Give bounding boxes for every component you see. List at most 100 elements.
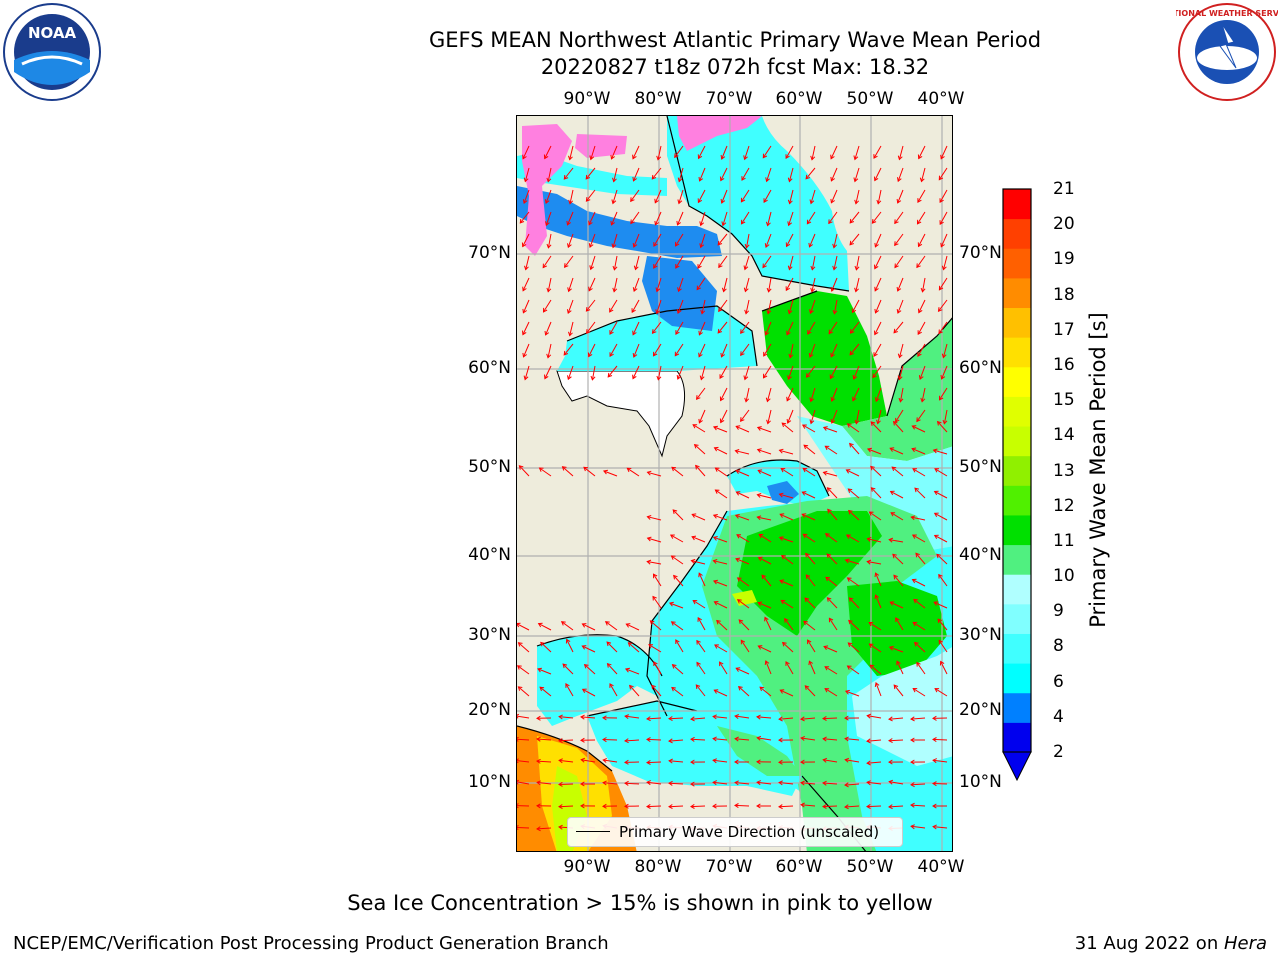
wave-arrow (607, 365, 618, 378)
wave-arrow (519, 465, 530, 477)
wave-arrow (653, 661, 662, 675)
wave-arrow (668, 717, 684, 720)
wave-arrow-head (933, 601, 939, 606)
wave-arrow (805, 553, 816, 565)
wave-arrow (672, 509, 684, 521)
wave-arrow-head (763, 198, 768, 204)
wave-arrow-head (896, 309, 902, 314)
wave-arrow-head (778, 737, 783, 743)
wave-arrow-head (756, 493, 762, 498)
wave-arrow-head (894, 241, 899, 247)
wave-arrow-head (827, 508, 832, 514)
wave-arrow (845, 738, 860, 741)
wave-arrow (537, 781, 552, 785)
wave-arrow-head (896, 286, 902, 292)
wave-arrow-head (917, 198, 922, 203)
wave-arrow-head (936, 553, 941, 559)
wave-arrow (912, 534, 926, 543)
wave-arrow (720, 167, 728, 181)
colorbar-band (1003, 544, 1031, 575)
wave-arrow (522, 299, 530, 314)
lat-label-right: 70°N (959, 243, 1002, 263)
wave-arrow-head (521, 242, 527, 248)
wave-arrow-head (786, 330, 791, 336)
wave-arrow-head (808, 242, 814, 248)
wave-arrow (651, 685, 662, 697)
wave-arrow-head (913, 598, 918, 604)
wave-arrow-head (543, 154, 549, 160)
wave-arrow (539, 467, 552, 477)
wave-arrow (540, 642, 552, 653)
gulf-of-mexico-water (537, 634, 677, 726)
wave-arrow (917, 321, 926, 335)
wave-arrow (657, 145, 662, 160)
wave-arrow (849, 343, 860, 356)
wave-arrow-head (649, 620, 655, 625)
wave-arrow (934, 534, 948, 543)
colorbar-tick-label: 10 (1053, 566, 1075, 587)
wave-arrow (547, 277, 552, 292)
wave-arrow (830, 167, 838, 182)
wave-arrow-head (691, 535, 697, 541)
colorbar-outline (1002, 188, 1032, 753)
wave-arrow (898, 145, 904, 160)
wave-arrow (943, 255, 948, 270)
wave-arrow (694, 444, 706, 455)
wave-arrow-head (932, 448, 938, 454)
wave-arrow (891, 466, 904, 477)
wave-arrow-head (568, 199, 574, 205)
wave-arrow (567, 365, 574, 380)
wave-arrow-head (781, 641, 787, 647)
wave-arrow-head (939, 660, 945, 666)
wave-arrow-head (824, 666, 830, 671)
wave-arrow-head (756, 515, 762, 521)
wave-arrow (723, 277, 728, 292)
wave-arrow (898, 365, 904, 380)
legend-line-sample (576, 831, 610, 832)
wave-arrow-head (567, 243, 572, 249)
wave-arrow (897, 299, 904, 314)
wave-arrow (942, 343, 948, 358)
wave-arrow (781, 555, 794, 565)
wave-arrow-head (602, 780, 607, 786)
wave-arrow-head (787, 265, 793, 271)
colorbar-band (1003, 514, 1031, 546)
wave-arrow (786, 387, 794, 401)
wave-arrow (740, 321, 750, 334)
wave-arrow-head (866, 537, 872, 542)
wave-arrow-head (651, 329, 657, 334)
wave-arrow-head (918, 308, 923, 314)
wave-arrow-head (918, 375, 924, 381)
wave-arrow (889, 539, 904, 543)
wave-arrow (822, 782, 838, 785)
wave-arrow (828, 321, 838, 334)
wave-arrow-head (536, 780, 541, 786)
wave-arrow (656, 277, 662, 292)
wave-arrow-head (517, 758, 519, 764)
wave-arrow-head (932, 781, 937, 787)
wave-arrow-head (652, 351, 658, 357)
lat-label-right: 60°N (959, 358, 1002, 378)
wave-arrow-head (785, 661, 790, 666)
wave-arrow-head (826, 597, 832, 602)
machine-name: Hera (1223, 933, 1267, 954)
wave-arrow (633, 277, 640, 292)
wave-arrow (779, 493, 794, 499)
wave-arrow-head (546, 353, 552, 359)
wave-arrow-head (692, 599, 698, 605)
wave-arrow-head (804, 597, 810, 603)
wave-arrow (695, 465, 706, 477)
wave-arrow-head (844, 558, 850, 564)
wave-arrow-head (696, 639, 701, 645)
wave-arrow (671, 621, 684, 631)
wave-arrow-head (866, 559, 872, 565)
wave-arrow (675, 255, 684, 269)
wave-arrow (740, 343, 750, 356)
wave-arrow-head (805, 373, 811, 378)
wave-arrow-head (736, 599, 742, 604)
wave-arrow-head (937, 618, 943, 624)
wave-arrow (867, 781, 882, 785)
wave-arrow (602, 739, 618, 741)
wave-arrow-head (756, 426, 762, 431)
wave-arrow (675, 639, 684, 653)
